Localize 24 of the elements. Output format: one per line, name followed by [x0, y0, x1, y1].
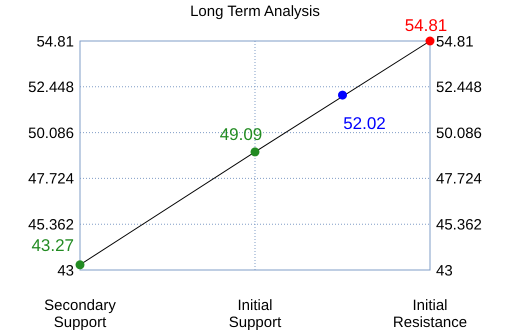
data-label: 49.09 [220, 124, 262, 144]
chart-title: Long Term Analysis [190, 3, 320, 20]
x-tick-label: Initial Resistance [392, 297, 468, 330]
point [338, 90, 347, 100]
x-tick-label: Secondary Support [44, 297, 116, 330]
point [250, 147, 260, 156]
x-tick-label: Initial Support [228, 297, 282, 330]
data-label: 54.81 [404, 16, 448, 35]
y2-tick-label: 52.448 [436, 79, 482, 96]
y-tick-label: 43 [57, 262, 74, 280]
data-label: 43.27 [31, 236, 74, 255]
point [426, 36, 434, 46]
data-label: 52.02 [343, 114, 386, 134]
y-tick-label: 50.086 [28, 124, 74, 142]
y-tick-label: 52.448 [28, 79, 74, 96]
y-tick-label: 47.724 [28, 170, 74, 188]
point [76, 260, 84, 270]
y2-tick-label: 43 [436, 262, 453, 280]
y2-tick-label: 50.086 [436, 124, 482, 142]
y2-tick-label: 54.81 [436, 33, 474, 50]
y-tick-label: 54.81 [36, 33, 74, 50]
y2-tick-label: 47.724 [436, 170, 482, 188]
y-tick-label: 45.362 [28, 216, 74, 234]
y2-tick-label: 45.362 [436, 216, 482, 234]
